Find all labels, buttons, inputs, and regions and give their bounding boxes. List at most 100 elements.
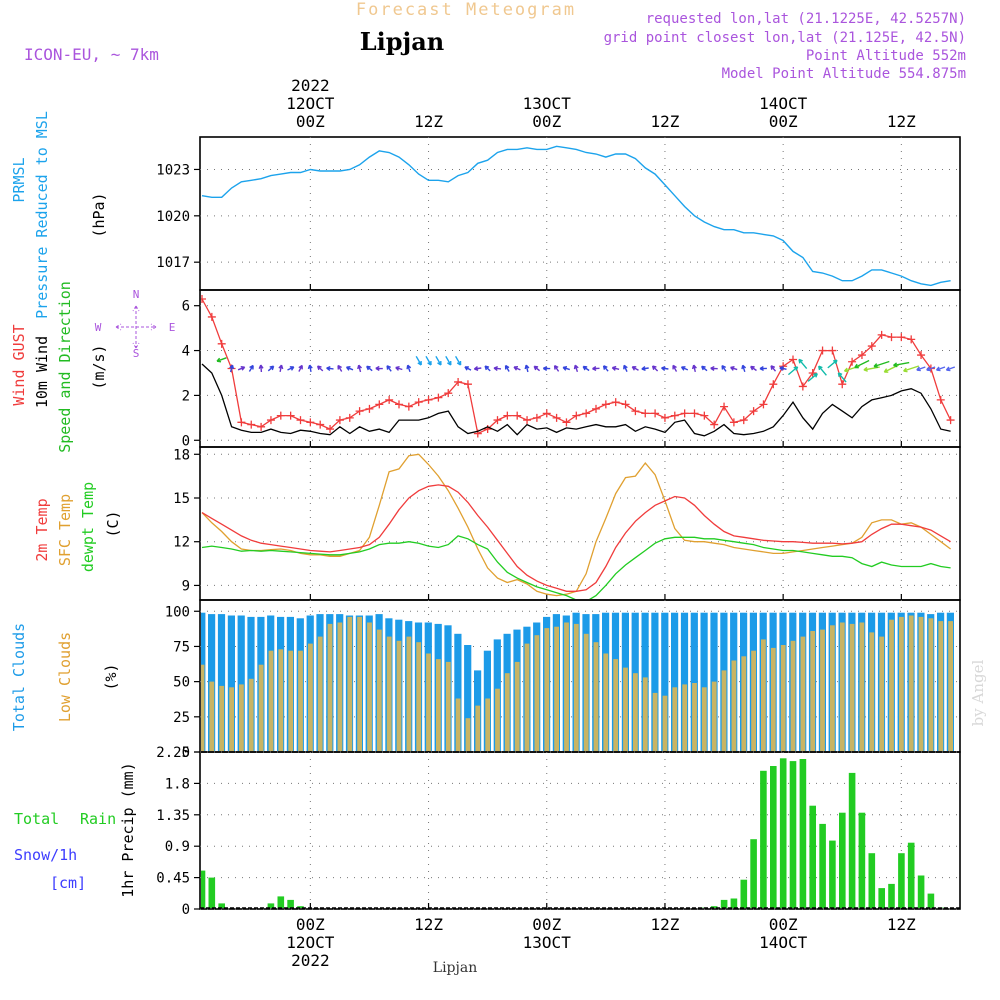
low-cloud-bar bbox=[337, 622, 343, 751]
wind-arrow-icon bbox=[582, 365, 590, 372]
gust-marker bbox=[592, 404, 600, 413]
precip-unit: 1hr Precip (mm) bbox=[119, 762, 137, 897]
total-rain-label: Total bbox=[14, 810, 59, 828]
y-tick-label: 0 bbox=[182, 433, 190, 449]
wind-arrow-icon bbox=[935, 366, 946, 372]
low-cloud-bar bbox=[239, 684, 244, 751]
gust-marker bbox=[503, 411, 512, 420]
wind-arrow-icon bbox=[562, 366, 571, 371]
low-cloud-bar bbox=[465, 718, 471, 751]
wind-arrow-icon bbox=[779, 366, 787, 371]
gust-marker bbox=[266, 416, 275, 425]
wind-arrow-icon bbox=[818, 365, 827, 376]
sfc-label: SFC Temp bbox=[56, 494, 74, 566]
bottom-tick-label: 00Z bbox=[769, 915, 798, 934]
wind-arrow-icon bbox=[524, 364, 530, 373]
wind-arrow-icon bbox=[759, 365, 767, 372]
wind-arrow-icon bbox=[602, 365, 609, 372]
wind-arrow-icon bbox=[406, 364, 412, 373]
gust-marker bbox=[286, 411, 295, 420]
wind-arrow-icon bbox=[415, 355, 422, 366]
low-cloud-bar bbox=[219, 685, 225, 751]
total-cloud-bar bbox=[680, 612, 689, 751]
wind-arrow-icon bbox=[504, 364, 510, 372]
gust-marker bbox=[582, 409, 591, 418]
wind-arrow-icon bbox=[484, 365, 491, 372]
low-cloud-bar bbox=[396, 640, 402, 751]
total-clouds-label: Total Clouds bbox=[10, 623, 28, 731]
gust-marker bbox=[276, 411, 285, 420]
low-clouds-label: Low Clouds bbox=[56, 632, 74, 722]
precip-bar bbox=[907, 842, 915, 908]
wind-arrow-icon bbox=[623, 364, 628, 372]
wind-arrow-icon bbox=[592, 366, 600, 372]
low-cloud-bar bbox=[899, 616, 904, 751]
precip-bar bbox=[750, 839, 757, 908]
low-cloud-bar bbox=[268, 650, 274, 751]
low-cloud-bar bbox=[662, 695, 668, 751]
wind-arrow-icon bbox=[701, 365, 708, 372]
wind-arrow-icon bbox=[445, 355, 452, 366]
gust-marker bbox=[680, 409, 689, 418]
pressure-line bbox=[201, 145, 951, 287]
low-cloud-bar bbox=[426, 653, 431, 751]
gust-marker bbox=[818, 346, 827, 355]
low-cloud-bar bbox=[731, 660, 737, 751]
low-cloud-bar bbox=[445, 661, 451, 751]
wind-arrow-icon bbox=[721, 364, 727, 372]
gust-marker bbox=[798, 382, 807, 391]
low-cloud-bar bbox=[780, 645, 786, 751]
low-cloud-bar bbox=[248, 678, 254, 751]
gust-marker bbox=[720, 402, 729, 411]
wind-arrow-icon bbox=[945, 366, 956, 372]
bottom-tick-label: 00Z bbox=[296, 915, 325, 934]
t2m-line-group bbox=[201, 484, 951, 592]
gust-marker bbox=[690, 409, 699, 418]
gust-marker bbox=[414, 398, 423, 407]
bottom-tick-label: 12Z bbox=[650, 915, 679, 934]
bottom-tick-label: 14OCT bbox=[759, 933, 808, 952]
gust-marker bbox=[670, 411, 679, 420]
total-cloud-bar bbox=[217, 614, 226, 751]
low-cloud-bar bbox=[692, 683, 697, 751]
wind-arrow-icon bbox=[837, 372, 847, 383]
wind-arrow-icon bbox=[641, 366, 649, 372]
compass-w: W bbox=[95, 321, 102, 334]
low-cloud-bar bbox=[416, 642, 422, 751]
low-cloud-bar bbox=[288, 650, 294, 751]
gust-marker bbox=[601, 400, 610, 409]
wind-arrow-icon bbox=[237, 366, 246, 371]
wind-label: 10m Wind bbox=[33, 336, 51, 408]
panel-frame-pressure bbox=[199, 136, 961, 291]
top-tick-label: 13OCT bbox=[523, 94, 572, 113]
total-cloud-bar bbox=[700, 612, 708, 751]
watermark: by Angel bbox=[969, 659, 987, 726]
precip-bar bbox=[297, 906, 304, 908]
gust-marker bbox=[808, 368, 817, 377]
low-cloud-bar bbox=[258, 664, 264, 751]
gust-marker bbox=[789, 355, 797, 364]
t2m-line bbox=[201, 484, 951, 592]
gust-marker bbox=[700, 411, 709, 420]
grid-point-coords: grid point closest lon,lat (21.125E, 42.… bbox=[604, 30, 966, 46]
low-cloud-bar bbox=[908, 615, 914, 751]
top-tick-label: 00Z bbox=[532, 112, 561, 131]
t2m-label: 2m Temp bbox=[33, 498, 51, 561]
gust-marker bbox=[848, 357, 857, 366]
dewpt-line-group bbox=[201, 535, 951, 599]
wind-arrow-icon bbox=[464, 366, 472, 371]
low-cloud-bar bbox=[504, 673, 510, 751]
gust-marker bbox=[769, 380, 778, 389]
wind-direction-arrows bbox=[216, 355, 956, 383]
wind-arrow-icon bbox=[375, 365, 383, 372]
model-altitude: Model Point Altitude 554.875m bbox=[722, 66, 966, 82]
y-tick-label: 75 bbox=[173, 639, 190, 655]
precip-bar bbox=[218, 903, 225, 908]
wind-arrow-icon bbox=[672, 364, 678, 372]
wind-arrow-icon bbox=[854, 359, 870, 369]
low-cloud-bar bbox=[386, 636, 392, 751]
y-tick-label: 1023 bbox=[156, 162, 190, 178]
gust-marker bbox=[542, 409, 551, 418]
y-tick-label: 2.25 bbox=[156, 745, 190, 761]
